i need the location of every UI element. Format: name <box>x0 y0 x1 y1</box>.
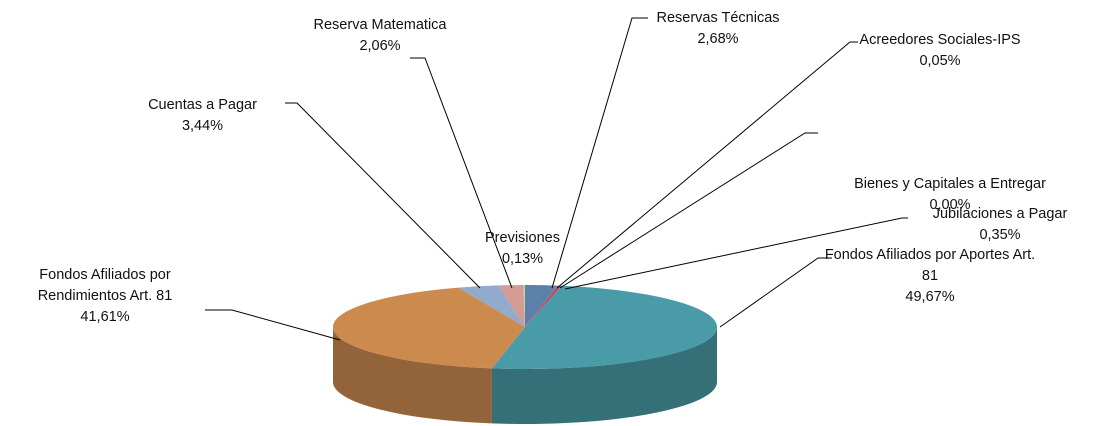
slice-label: Jubilaciones a Pagar 0,35% <box>900 204 1100 246</box>
leader-line <box>205 309 341 341</box>
leader-line <box>556 41 858 289</box>
pie-slice <box>333 287 525 369</box>
category-label: Fondos Afiliados por Aportes Art. 81 <box>824 247 1036 284</box>
pie-slice-side <box>333 327 492 424</box>
category-label: Bienes y Capitales a Entregar <box>854 176 1046 192</box>
value-label: 41,61% <box>80 309 130 325</box>
slice-label: Bienes y Capitales a Entregar 0,00% <box>815 174 1085 216</box>
slice-label: Fondos Afiliados por Rendimientos Art. 8… <box>10 265 200 328</box>
slice-label: Acreedores Sociales-IPS 0,05% <box>840 30 1040 72</box>
slice-label: Fondos Afiliados por Aportes Art. 81 49,6… <box>822 245 1038 308</box>
side-shade <box>333 327 492 424</box>
leader-line <box>410 57 513 289</box>
leader-line <box>559 132 818 289</box>
slice-label: Previsiones 0,13% <box>460 228 585 270</box>
category-label: Cuentas a Pagar <box>148 97 257 113</box>
category-label: Acreedores Sociales-IPS <box>859 32 1021 48</box>
pie-slice <box>458 285 525 327</box>
category-label: Reservas Técnicas <box>656 10 780 26</box>
leader-line <box>551 17 648 289</box>
pie-slice <box>498 285 525 327</box>
value-label: 0,13% <box>501 251 544 267</box>
pie-slice-side <box>491 327 717 424</box>
value-label: 0,00% <box>929 197 971 213</box>
value-label: 3,44% <box>181 118 224 134</box>
slice-label: Reservas Técnicas 2,68% <box>628 8 808 50</box>
slice-label: Cuentas a Pagar 3,44% <box>120 95 285 137</box>
slice-label: Reserva Matematica 2,06% <box>280 15 480 57</box>
leader-line <box>285 102 481 289</box>
pie-slice <box>525 285 562 327</box>
value-label: 2,06% <box>359 38 401 54</box>
leader-line <box>719 257 832 328</box>
category-label: Jubilaciones a Pagar <box>932 206 1068 222</box>
category-label: Reserva Matematica <box>313 17 447 33</box>
value-label: 0,05% <box>919 53 961 69</box>
pie-slice <box>523 285 525 327</box>
value-label: 2,68% <box>697 31 739 47</box>
category-label: Fondos Afiliados por Rendimientos Art. 8… <box>37 267 173 304</box>
value-label: 0,35% <box>979 227 1021 243</box>
leader-line <box>564 217 908 290</box>
pie-slice <box>525 285 558 327</box>
value-label: 49,67% <box>905 289 955 305</box>
side-shade <box>491 327 717 424</box>
pie-slice <box>491 285 717 369</box>
category-label: Previsiones <box>485 230 560 246</box>
pie-slice <box>525 285 558 327</box>
